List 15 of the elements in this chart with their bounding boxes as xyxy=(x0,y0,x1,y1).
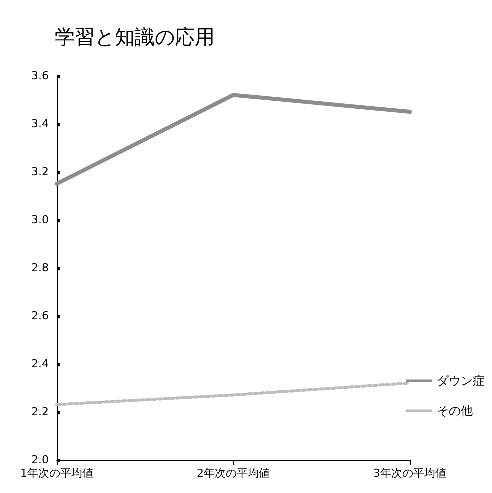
y-tick-label: 3.4 xyxy=(32,118,49,130)
legend-label: その他 xyxy=(437,404,473,418)
y-tick-label: 2.0 xyxy=(32,454,49,466)
x-tick-label: 2年次の平均値 xyxy=(197,467,270,480)
y-tick-label: 2.2 xyxy=(32,406,49,418)
y-tick-label: 3.6 xyxy=(32,70,49,82)
x-tick-label: 1年次の平均値 xyxy=(20,467,94,480)
y-tick-label: 2.4 xyxy=(32,358,49,370)
legend-label: ダウン症 xyxy=(437,374,485,388)
y-tick-label: 3.2 xyxy=(32,166,49,178)
y-tick-label: 3.0 xyxy=(32,214,49,226)
chart-title: 学習と知識の応用 xyxy=(55,25,215,49)
y-tick-label: 2.8 xyxy=(32,262,49,274)
y-tick-label: 2.6 xyxy=(32,310,49,322)
x-tick-label: 3年次の平均値 xyxy=(374,467,446,480)
